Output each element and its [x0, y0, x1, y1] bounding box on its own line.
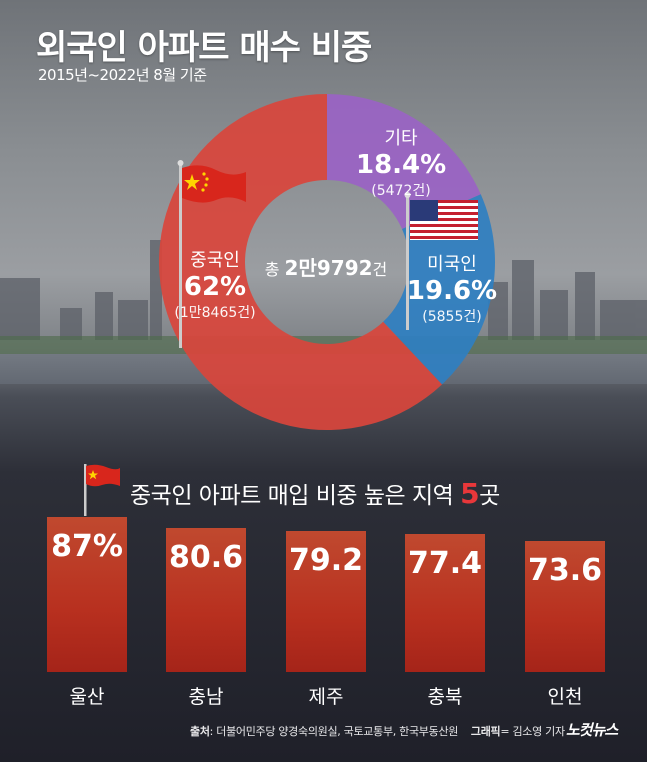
- bar-value-label: 77.4: [407, 546, 483, 582]
- slice-name-usa: 미국인: [427, 254, 477, 275]
- total-suffix: 건: [372, 260, 388, 279]
- slice-count-china: (1만8465건): [174, 305, 256, 321]
- slice-pct-other: 18.4%: [356, 150, 447, 180]
- bar-제주: [286, 530, 366, 672]
- bar-category-label: 제주: [308, 686, 344, 708]
- slice-name-china: 중국인: [190, 250, 240, 271]
- bar-충남: [166, 528, 246, 672]
- publisher-logo: 노컷뉴스: [566, 721, 618, 739]
- graphic-label: 그래픽: [470, 725, 501, 738]
- bar-value-label: 79.2: [288, 542, 364, 578]
- bar-category-label: 울산: [69, 686, 105, 708]
- donut-slice-other: [327, 94, 481, 229]
- bar-울산: [47, 517, 127, 672]
- slice-name-other: 기타: [384, 128, 418, 149]
- total-value: 2만9792: [284, 256, 373, 280]
- bar-chart-title: 중국인 아파트 매입 비중 높은 지역 5곳: [130, 476, 500, 510]
- source-text: : 더불어민주당 양경숙의원실, 국토교통부, 한국부동산원: [209, 725, 459, 738]
- slice-count-usa: (5855건): [422, 309, 482, 325]
- bar-category-label: 충북: [427, 686, 463, 708]
- page-subtitle: 2015년~2022년 8월 기준: [38, 66, 207, 84]
- china-flag-icon: [177, 160, 246, 348]
- china-flag-small-icon: [84, 464, 120, 516]
- donut-chart: [159, 94, 495, 430]
- bar-category-label: 충남: [188, 686, 224, 708]
- slice-pct-china: 62%: [183, 272, 247, 302]
- bar-heading-highlight: 5: [460, 477, 480, 510]
- usa-flag-icon: [404, 192, 478, 330]
- donut-slice-usa: [383, 194, 495, 385]
- bar-value-label: 87%: [51, 529, 123, 564]
- bar-category-label: 인천: [547, 686, 583, 708]
- slice-label-usa: 미국인 19.6% (5855건): [402, 250, 502, 326]
- slice-label-other: 기타 18.4% (5472건): [356, 124, 446, 200]
- donut-center-total: 총 2만9792건: [256, 252, 396, 281]
- bar-heading-suffix: 곳: [479, 483, 500, 509]
- bar-value-label: 73.6: [527, 552, 603, 588]
- slice-count-other: (5472건): [371, 183, 431, 199]
- source-credit: 출처: 더불어민주당 양경숙의원실, 국토교통부, 한국부동산원 그래픽= 김소…: [190, 723, 565, 739]
- bar-인천: [525, 540, 605, 672]
- bar-value-label: 80.6: [168, 540, 244, 576]
- graphic-text: = 김소영 기자: [500, 725, 565, 738]
- slice-pct-usa: 19.6%: [406, 276, 498, 306]
- source-label: 출처: [190, 725, 210, 738]
- total-prefix: 총: [264, 260, 285, 279]
- bar-충북: [405, 534, 485, 672]
- bar-heading-text: 중국인 아파트 매입 비중 높은 지역: [130, 483, 461, 509]
- page-title: 외국인 아파트 매수 비중: [36, 28, 372, 68]
- slice-label-china: 중국인 62% (1만8465건): [170, 246, 260, 322]
